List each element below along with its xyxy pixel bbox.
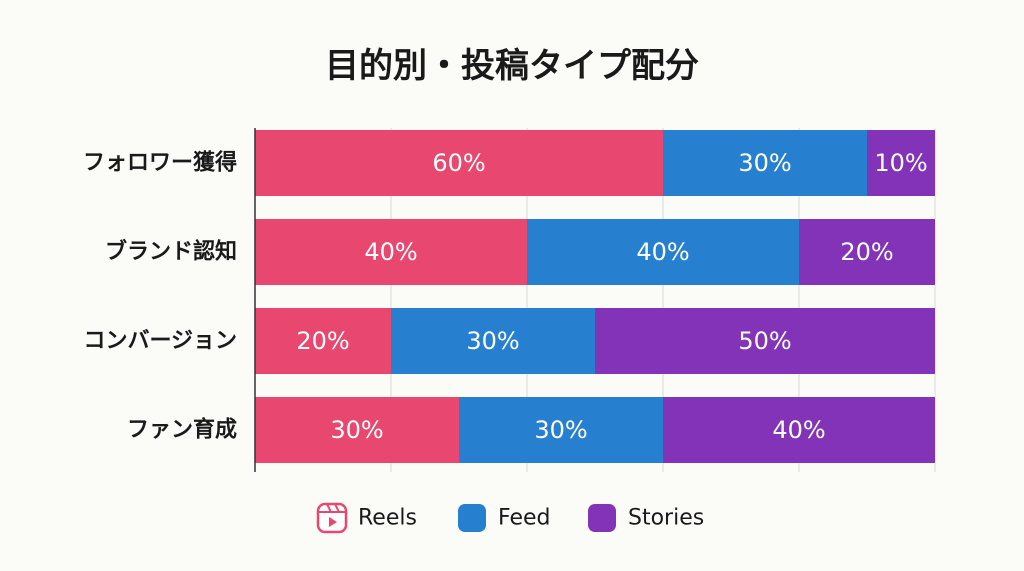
bar-segment-feed [527, 219, 799, 285]
data-label: 30% [534, 416, 587, 444]
bar-segment-stories [595, 308, 935, 374]
data-label: 20% [296, 327, 349, 355]
bar-segment-feed [663, 130, 867, 196]
data-label: 30% [330, 416, 383, 444]
bar-row: 60% 30% 10% [255, 130, 935, 196]
data-label: 50% [738, 327, 791, 355]
category-label: ブランド認知 [105, 239, 237, 265]
legend-swatch [588, 504, 616, 532]
legend-item-feed: Feed [458, 504, 551, 532]
bar-row: 40% 40% 20% [255, 219, 935, 285]
bar-segment-feed [391, 308, 595, 374]
bar-segment-stories [799, 219, 935, 285]
legend-label: Stories [628, 506, 704, 531]
bars: 60% 30% 10% 40% 40% 20% 20% 30% 50% 30% 30% 40% [255, 130, 935, 463]
bar-segment-stories [867, 130, 935, 196]
data-label: 60% [432, 149, 485, 177]
bar-row: 30% 30% 40% [255, 397, 935, 463]
chart-title: 目的別・投稿タイプ配分 [325, 46, 699, 86]
bar-segment-reels [255, 130, 663, 196]
data-label: 20% [840, 238, 893, 266]
data-label: 30% [738, 149, 791, 177]
bar-row: 20% 30% 50% [255, 308, 935, 374]
legend-item-reels: Reels [316, 502, 417, 534]
data-label: 40% [364, 238, 417, 266]
bar-segment-reels [255, 308, 391, 374]
data-label: 30% [466, 327, 519, 355]
bar-segment-reels [255, 219, 527, 285]
legend: Reels Feed Stories [316, 502, 704, 534]
bar-segment-reels [255, 397, 459, 463]
reels-icon [316, 502, 348, 534]
category-label: ファン育成 [127, 417, 237, 443]
data-label: 40% [636, 238, 689, 266]
data-label: 10% [874, 149, 927, 177]
legend-label: Reels [358, 506, 417, 531]
category-label: コンバージョン [83, 329, 237, 354]
category-label: フォロワー獲得 [83, 150, 237, 176]
legend-label: Feed [498, 506, 551, 531]
bar-segment-feed [459, 397, 663, 463]
legend-swatch [458, 504, 486, 532]
legend-item-stories: Stories [588, 504, 704, 532]
data-label: 40% [772, 416, 825, 444]
bar-segment-stories [663, 397, 935, 463]
